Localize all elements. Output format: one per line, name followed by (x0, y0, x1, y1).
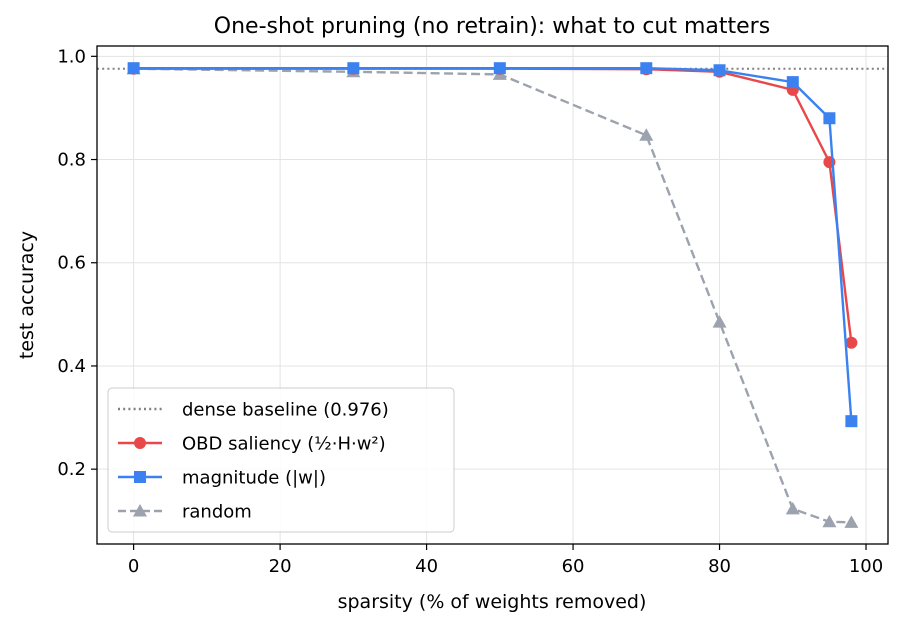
legend-label-random: random (182, 502, 252, 523)
point-magnitude (786, 76, 799, 89)
legend-entries: dense baseline (0.976) OBD saliency (½·H·… (118, 400, 389, 523)
series-line-magnitude (133, 66, 853, 422)
legend-marker-magnitude (134, 471, 146, 483)
point-random (822, 514, 837, 528)
x-axis-label: sparsity (% of weights removed) (338, 591, 647, 613)
series-line-random (133, 67, 852, 524)
y-tick-label: 0.2 (57, 459, 86, 480)
legend-label-magnitude: magnitude (|w|) (182, 468, 326, 489)
y-tick-label: 0.4 (57, 356, 86, 377)
point-magnitude (713, 64, 726, 77)
y-tick-label: 0.8 (57, 150, 86, 171)
point-random (785, 501, 800, 515)
point-magnitude (493, 62, 506, 75)
point-magnitude (347, 62, 360, 75)
point-random (712, 315, 727, 328)
plot-frame (96, 45, 889, 545)
y-axis-label: test accuracy (16, 231, 38, 359)
legend-entry-random: random (118, 502, 252, 523)
y-tick-label: 0.6 (57, 253, 86, 274)
legend-box (107, 387, 455, 533)
x-tick-label: 60 (562, 556, 585, 577)
chart-title: One-shot pruning (no retrain): what to c… (214, 14, 770, 39)
point-magnitude (640, 62, 653, 75)
legend-entry-baseline: dense baseline (0.976) (118, 400, 389, 421)
legend-marker-random (133, 504, 147, 517)
x-axis-ticks: 0 20 40 60 80 100 (128, 544, 883, 577)
legend-label-baseline: dense baseline (0.976) (182, 400, 389, 421)
point-magnitude (127, 62, 140, 75)
y-axis-ticks: 0.2 0.4 0.6 0.8 1.0 (57, 46, 97, 480)
x-tick-label: 100 (849, 556, 883, 577)
x-tick-label: 20 (269, 556, 292, 577)
x-tick-label: 0 (128, 556, 139, 577)
series-magnitude (127, 62, 858, 428)
point-magnitude (845, 415, 858, 428)
point-random (844, 515, 859, 528)
x-tick-label: 40 (415, 556, 438, 577)
legend-entry-obd: OBD saliency (½·H·w²) (118, 434, 386, 455)
x-tick-label: 80 (708, 556, 731, 577)
point-random (639, 128, 654, 141)
legend-marker-obd (134, 437, 146, 449)
legend-entry-magnitude: magnitude (|w|) (118, 468, 326, 489)
series-layer (126, 61, 859, 528)
point-obd (845, 336, 858, 349)
legend: dense baseline (0.976) OBD saliency (½·H·… (107, 387, 455, 533)
y-tick-label: 1.0 (57, 46, 86, 67)
point-magnitude (823, 112, 836, 125)
legend-label-obd: OBD saliency (½·H·w²) (182, 434, 386, 455)
